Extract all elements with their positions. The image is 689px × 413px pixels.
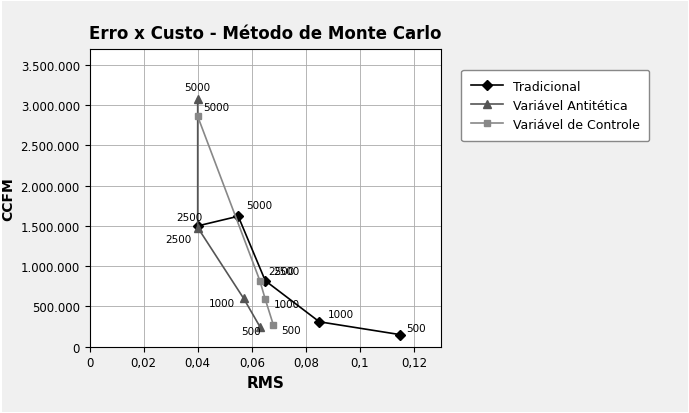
- Line: Variável Antitética: Variável Antitética: [194, 95, 264, 331]
- Y-axis label: CCFM: CCFM: [1, 176, 15, 220]
- Text: 1000: 1000: [327, 310, 353, 320]
- Variável de Controle: [261, 297, 269, 302]
- Variável de Controle: [269, 323, 278, 328]
- Variável de Controle: [194, 114, 202, 119]
- Tradicional: [396, 332, 404, 337]
- Text: 2500: 2500: [176, 212, 203, 222]
- Line: Tradicional: Tradicional: [194, 213, 404, 338]
- Text: 500: 500: [282, 325, 301, 335]
- Variável Antitética: [194, 97, 202, 102]
- Title: Erro x Custo - Método de Monte Carlo: Erro x Custo - Método de Monte Carlo: [89, 24, 442, 43]
- Text: 500: 500: [406, 323, 425, 333]
- X-axis label: RMS: RMS: [247, 375, 284, 390]
- Line: Variável de Controle: Variável de Controle: [194, 114, 277, 329]
- Text: 2500: 2500: [268, 266, 294, 276]
- Legend: Tradicional, Variável Antitética, Variável de Controle: Tradicional, Variável Antitética, Variáv…: [461, 71, 650, 142]
- Text: 1000: 1000: [274, 299, 300, 309]
- Tradicional: [194, 224, 202, 229]
- Text: 500: 500: [241, 327, 260, 337]
- Text: 1000: 1000: [209, 298, 235, 309]
- Tradicional: [261, 278, 269, 283]
- Text: 5000: 5000: [247, 200, 272, 210]
- Variável de Controle: [256, 278, 264, 283]
- Variável Antitética: [240, 296, 248, 301]
- Tradicional: [234, 214, 243, 219]
- Tradicional: [315, 320, 323, 325]
- Text: 5000: 5000: [203, 103, 229, 113]
- Text: 2500: 2500: [165, 234, 192, 244]
- Variável Antitética: [194, 225, 202, 230]
- Variável Antitética: [256, 324, 264, 329]
- Text: 5000: 5000: [184, 83, 210, 93]
- Text: 2500: 2500: [274, 266, 300, 276]
